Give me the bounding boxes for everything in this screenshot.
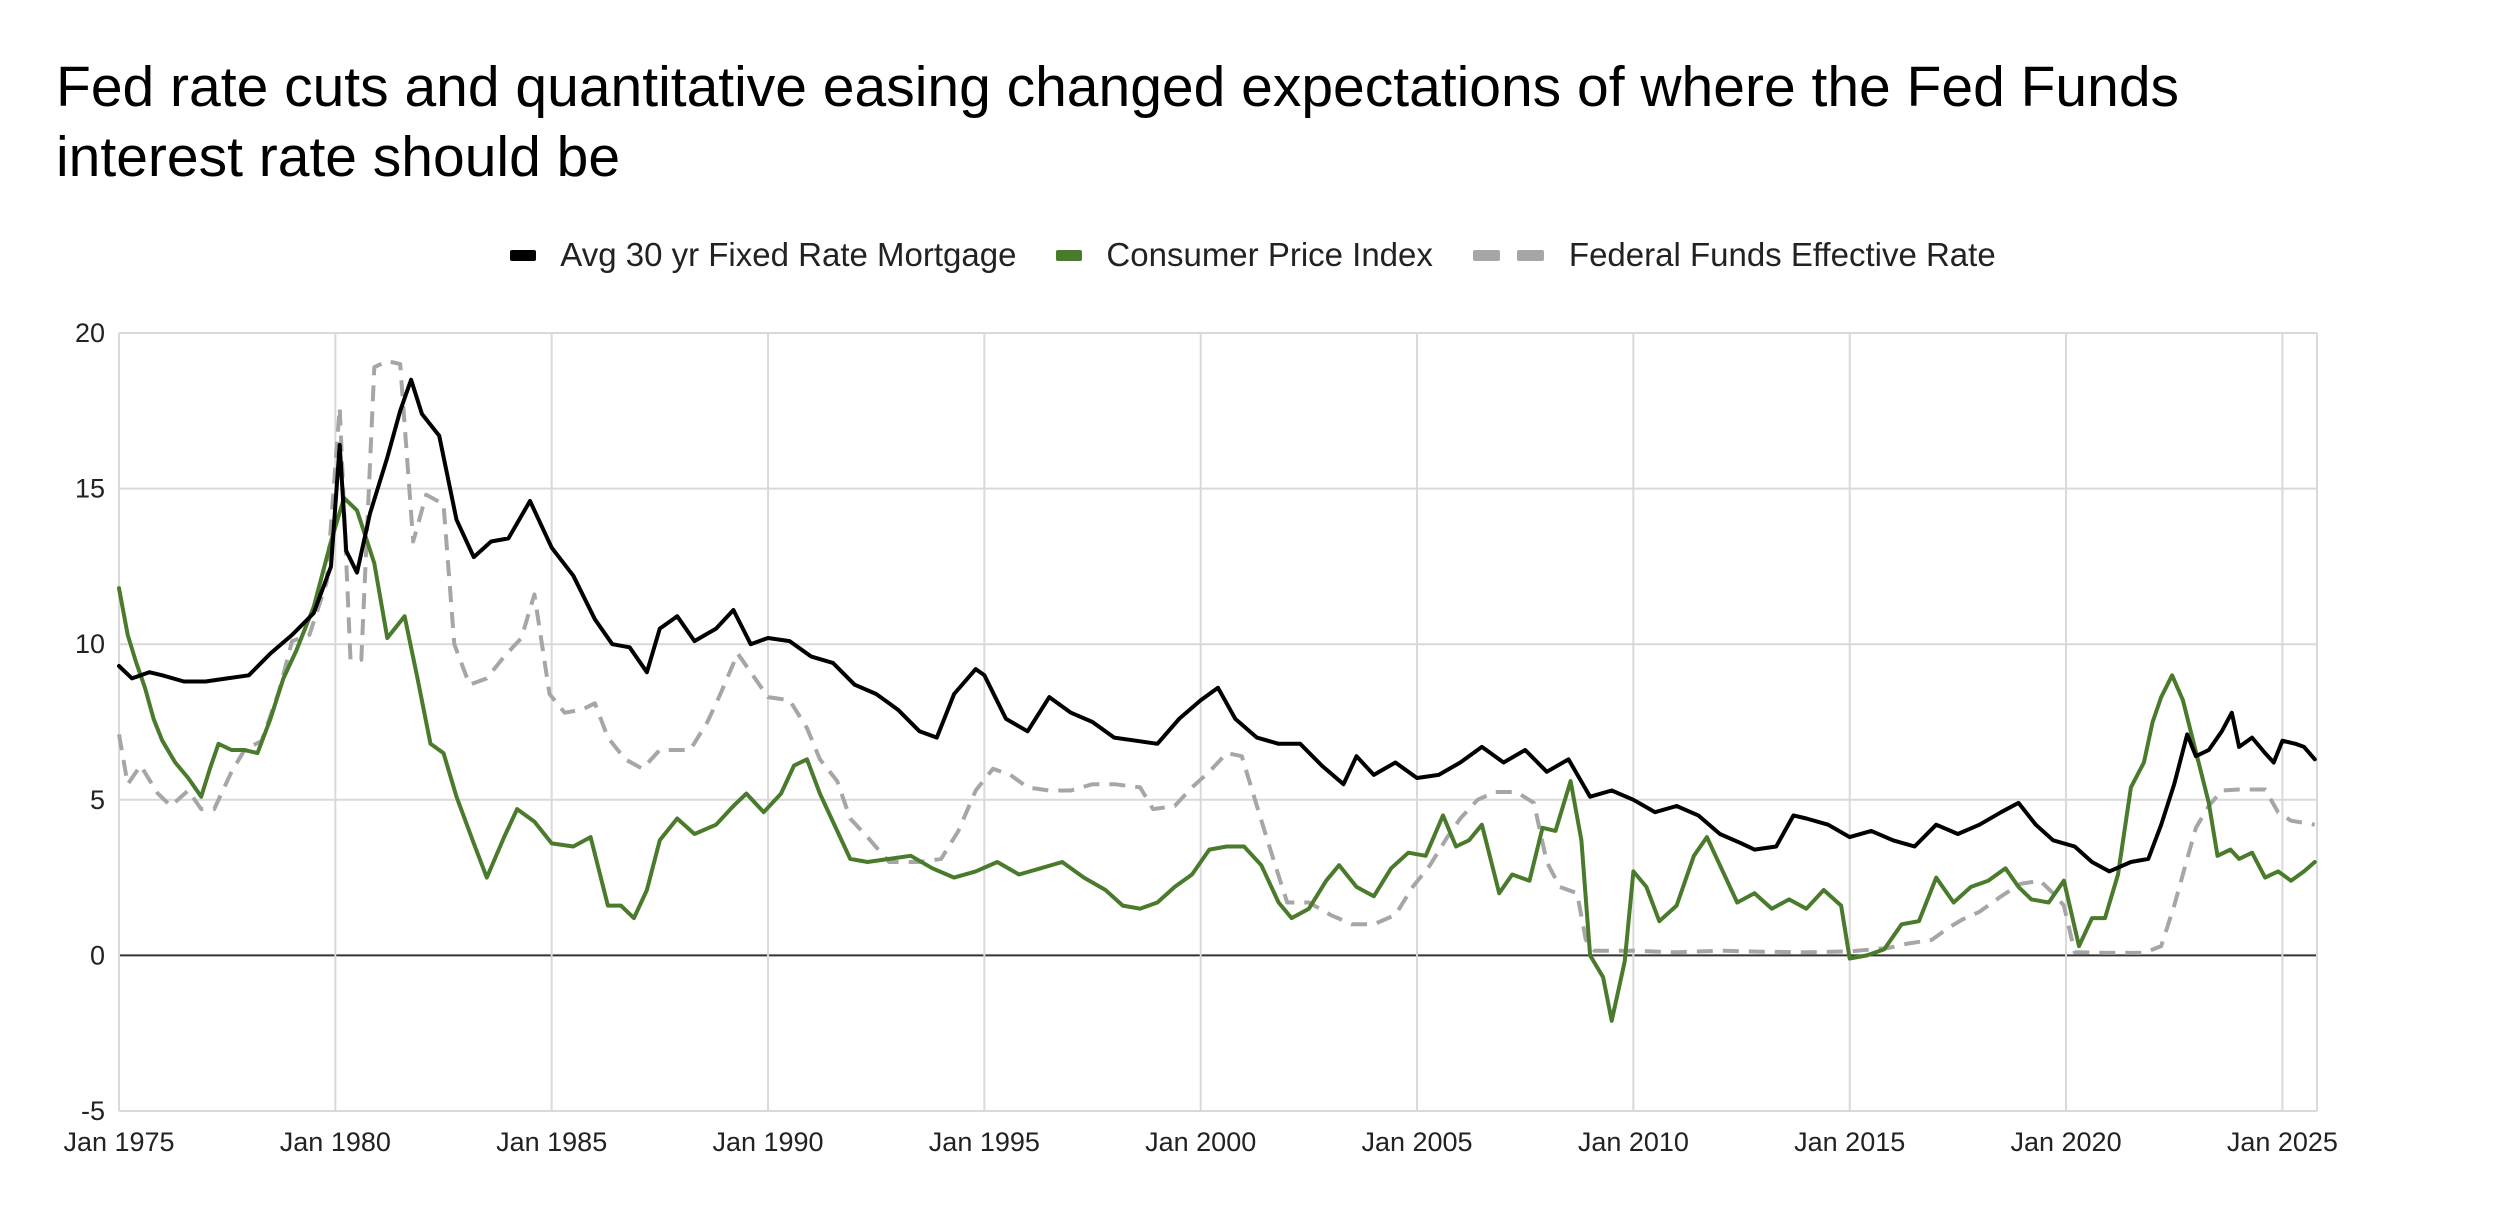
legend-label-cpi: Consumer Price Index xyxy=(1106,236,1433,273)
x-tick-label-2025: Jan 2025 xyxy=(2227,1127,2338,1157)
x-tick-label-2005: Jan 2005 xyxy=(1361,1127,1472,1157)
x-tick-label-1975: Jan 1975 xyxy=(63,1127,174,1157)
legend-item-fed-funds: Federal Funds Effective Rate xyxy=(1472,236,1996,274)
series-line-consumer-price-index xyxy=(117,495,2317,1023)
legend: Avg 30 yr Fixed Rate Mortgage Consumer P… xyxy=(0,230,2506,280)
x-tick-label-2020: Jan 2020 xyxy=(2010,1127,2121,1157)
y-tick-label-0: 0 xyxy=(90,940,105,970)
x-tick-label-2010: Jan 2010 xyxy=(1578,1127,1689,1157)
x-tick-label-1985: Jan 1985 xyxy=(496,1127,607,1157)
y-tick-label--5: -5 xyxy=(81,1096,105,1126)
y-tick-label-20: 20 xyxy=(75,318,105,348)
x-tick-label-1980: Jan 1980 xyxy=(280,1127,391,1157)
chart-title: Fed rate cuts and quantitative easing ch… xyxy=(56,55,2180,189)
legend-item-cpi: Consumer Price Index xyxy=(1056,236,1433,274)
legend-item-mortgage: Avg 30 yr Fixed Rate Mortgage xyxy=(510,236,1016,274)
x-tick-label-1990: Jan 1990 xyxy=(712,1127,823,1157)
legend-label-fed-funds: Federal Funds Effective Rate xyxy=(1568,236,1996,273)
y-tick-label-5: 5 xyxy=(90,785,105,815)
series-line-federal-funds-effective-rate xyxy=(117,359,2316,955)
y-tick-label-10: 10 xyxy=(75,629,105,659)
x-tick-label-1995: Jan 1995 xyxy=(929,1127,1040,1157)
series-line-avg-30-yr-fixed-rate-mortgage xyxy=(117,377,2317,874)
x-tick-label-2000: Jan 2000 xyxy=(1145,1127,1256,1157)
legend-swatch-fed-funds xyxy=(1472,249,1545,261)
legend-swatch-cpi xyxy=(1056,249,1083,261)
y-tick-label-15: 15 xyxy=(75,474,105,504)
legend-label-mortgage: Avg 30 yr Fixed Rate Mortgage xyxy=(560,236,1017,273)
x-tick-label-2015: Jan 2015 xyxy=(1794,1127,1905,1157)
legend-swatch-mortgage xyxy=(510,249,537,261)
